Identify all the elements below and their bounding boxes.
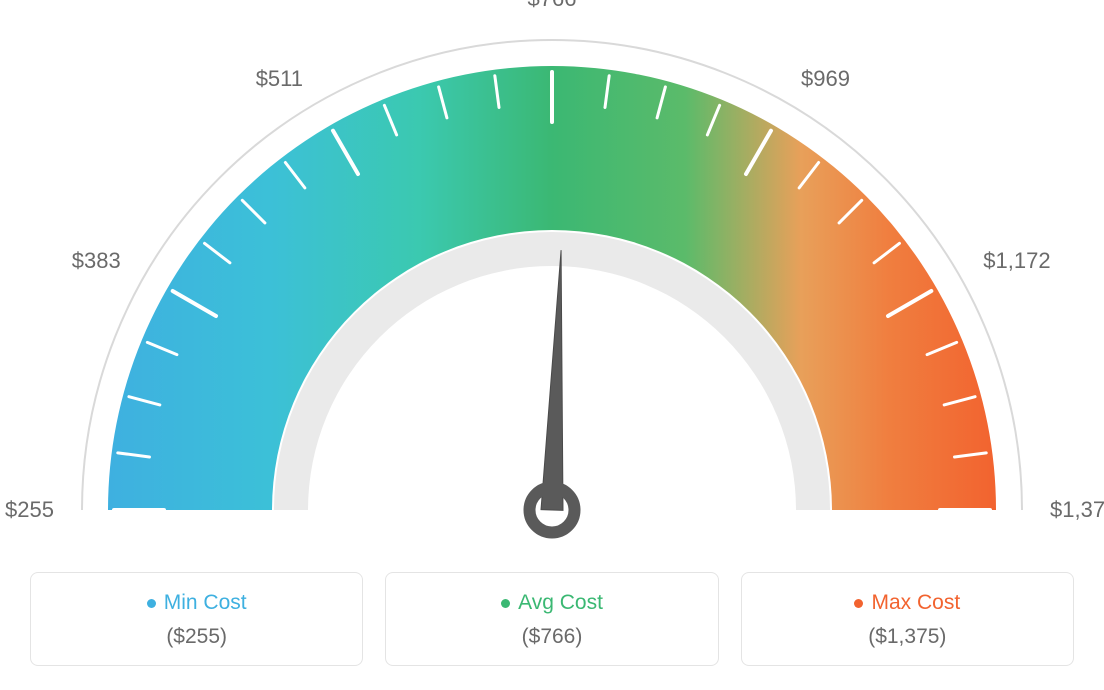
legend-title-avg: Avg Cost [396,591,707,615]
legend-label-min: Min Cost [164,591,247,615]
legend-title-max: Max Cost [752,591,1063,615]
legend-dot-min [147,599,156,608]
legend-value-max: ($1,375) [752,625,1063,649]
tick-label: $1,375 [1050,497,1104,523]
tick-label: $383 [72,248,121,274]
legend-card-avg: Avg Cost ($766) [385,572,718,666]
tick-label: $1,172 [983,248,1050,274]
legend-dot-max [854,599,863,608]
tick-label: $255 [5,497,54,523]
gauge-area: $255 $383 $511 $766 $969 $1,172 $1,375 [0,0,1104,560]
legend-row: Min Cost ($255) Avg Cost ($766) Max Cost… [30,572,1074,666]
tick-label: $766 [528,0,577,12]
gauge-svg [0,0,1104,560]
tick-label: $511 [256,66,303,92]
legend-label-max: Max Cost [871,591,960,615]
legend-card-max: Max Cost ($1,375) [741,572,1074,666]
legend-dot-avg [501,599,510,608]
legend-title-min: Min Cost [41,591,352,615]
tick-label: $969 [801,66,850,92]
legend-card-min: Min Cost ($255) [30,572,363,666]
legend-label-avg: Avg Cost [518,591,603,615]
legend-value-avg: ($766) [396,625,707,649]
legend-value-min: ($255) [41,625,352,649]
gauge-chart-container: $255 $383 $511 $766 $969 $1,172 $1,375 Min Cos… [0,0,1104,690]
